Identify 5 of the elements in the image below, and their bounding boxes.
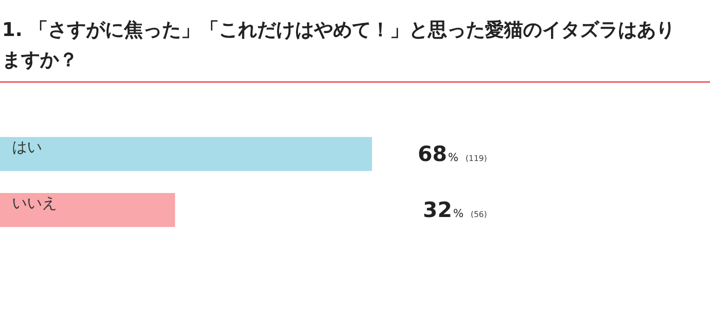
y-tick-label: はい (12, 138, 42, 156)
title: 1. 「さすがに焦った」「これだけはやめて！」と思った愛猫のイタズラはありますか？ (2, 19, 676, 71)
data-label: 32% (56) (422, 198, 487, 222)
y-tick-label: いいえ (12, 194, 57, 212)
data-label: 68% (119) (418, 142, 487, 166)
